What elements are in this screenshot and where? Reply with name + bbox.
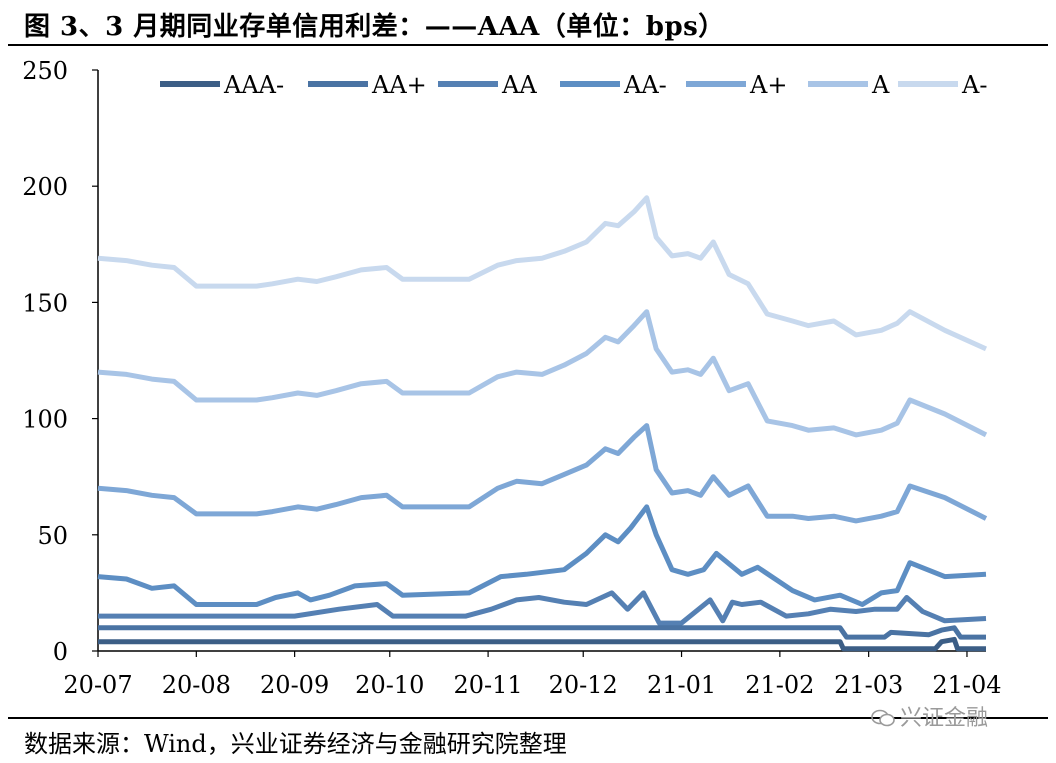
legend-label: A+ [749, 71, 787, 99]
legend-label: AAA- [223, 71, 284, 99]
x-tick-label: 20-11 [453, 671, 522, 699]
x-tick-label: 20-10 [355, 671, 424, 699]
series-line-aminus [97, 195, 988, 352]
legend-label: AA+ [371, 71, 427, 99]
credit-spread-line-chart: 0 50 100 150 200 250 20-07 20-08 20-09 20-10 20-11… [22, 57, 1001, 699]
series-line-aplus [97, 423, 988, 524]
wechat-icon [871, 709, 895, 727]
series-line-a [97, 309, 988, 438]
legend-label: A [871, 71, 890, 99]
series-line-aaplus [98, 625, 986, 640]
x-tick-label: 21-01 [647, 671, 716, 699]
watermark: 兴证金融 [870, 700, 988, 732]
legend-label: AA- [623, 71, 667, 99]
x-tick-label: 20-08 [162, 671, 231, 699]
legend-label: AA [501, 71, 537, 99]
y-tick-label: 200 [22, 173, 68, 201]
series-line-aaminus [97, 504, 987, 607]
y-tick-label: 0 [53, 638, 68, 666]
y-tick-label: 150 [22, 289, 68, 317]
x-tick-label: 20-12 [549, 671, 618, 699]
y-tick-label: 50 [37, 522, 68, 550]
x-tick-label: 20-09 [260, 671, 329, 699]
x-tick-label: 20-07 [63, 671, 132, 699]
legend-label: A- [961, 71, 987, 99]
series-lines [97, 195, 988, 652]
x-tick-label: 21-02 [745, 671, 814, 699]
title-divider [8, 44, 1048, 46]
x-tick-label: 21-03 [834, 671, 903, 699]
chart-title: 图 3、3 月期同业存单信用利差：——AAA（单位：bps） [24, 12, 725, 42]
axes: 0 50 100 150 200 250 20-07 20-08 20-09 20-10 20-11… [22, 57, 1001, 699]
source-note: 数据来源：Wind，兴业证券经济与金融研究院整理 [24, 730, 567, 758]
series-line-aa [98, 590, 987, 626]
series-line-aaaminus [98, 636, 986, 652]
x-tick-label: 21-04 [932, 671, 1001, 699]
legend: AAA- AA+ AA AA- A+ A A- [160, 71, 987, 99]
y-tick-label: 250 [22, 57, 68, 85]
watermark-text: 兴证金融 [900, 706, 989, 731]
y-tick-label: 100 [22, 406, 68, 434]
footer-divider [8, 717, 1048, 719]
